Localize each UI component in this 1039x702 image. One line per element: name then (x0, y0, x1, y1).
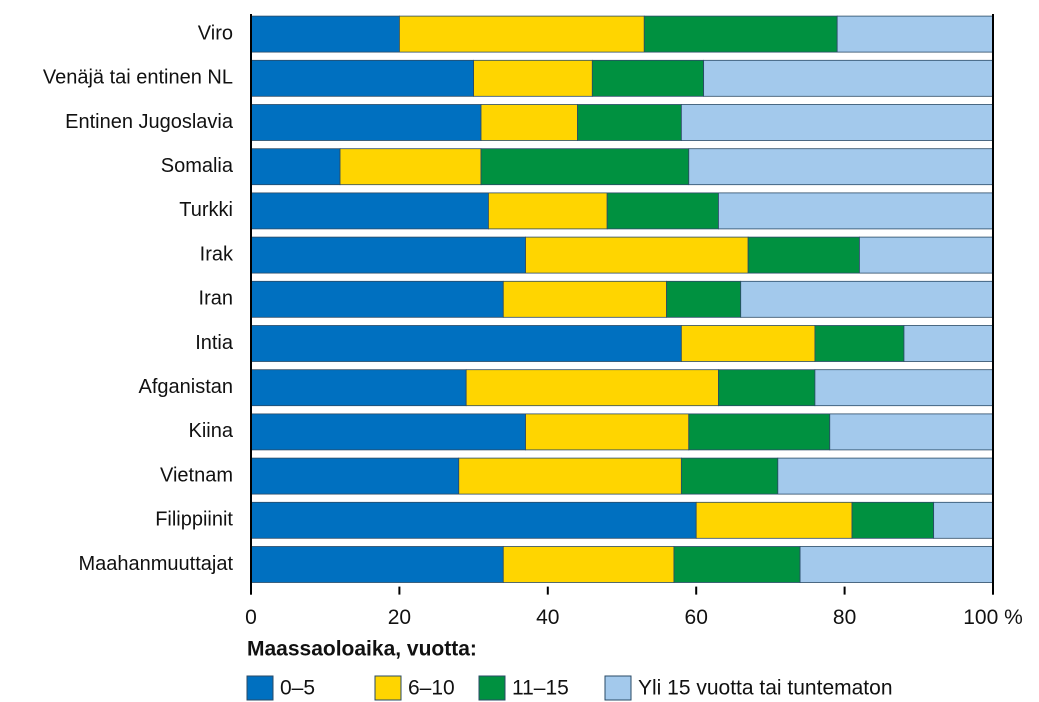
bar-segment (458, 457, 682, 495)
bar-segment (718, 192, 994, 230)
bar-segment (250, 369, 467, 407)
bar-segment (525, 236, 749, 274)
legend-swatch (604, 675, 632, 701)
x-tick-label: 100 % (963, 606, 1023, 629)
bar-segment (814, 325, 905, 362)
bar-segment (666, 280, 742, 318)
bar-segment (903, 325, 994, 362)
legend-swatch (478, 675, 506, 701)
bar-segment (250, 280, 504, 318)
x-tick-label: 60 (685, 606, 708, 629)
bar-segment (250, 104, 482, 141)
bar-segment (695, 501, 853, 539)
bar-segment (851, 501, 935, 539)
bar-segment (718, 369, 816, 407)
y-tick-label: Irak (200, 243, 234, 265)
x-tick-label: 0 (245, 606, 257, 629)
y-tick-label: Venäjä tai entinen NL (43, 67, 233, 89)
y-tick-label: Entinen Jugoslavia (65, 111, 234, 133)
bar-segment (859, 236, 994, 274)
bar-segment (502, 546, 675, 583)
bar-segment (777, 457, 994, 495)
bar-segment (250, 546, 504, 583)
bar-segment (680, 104, 994, 141)
bar-segment (680, 457, 779, 495)
bar-segment (577, 104, 682, 141)
bar-segment (740, 280, 994, 318)
y-tick-label: Turkki (179, 199, 233, 221)
bar-segment (688, 413, 831, 451)
bar-segment (591, 59, 705, 97)
bar-segment (480, 148, 690, 186)
y-tick-label: Kiina (189, 420, 234, 442)
bar-segment (799, 546, 994, 583)
bar-segment (703, 59, 994, 97)
bar-segment (606, 192, 719, 230)
bar-segment (747, 236, 860, 274)
legend-swatch (374, 675, 402, 701)
y-tick-label: Somalia (161, 155, 234, 177)
bar-segment (480, 104, 578, 141)
y-tick-label: Viro (198, 22, 233, 44)
legend-label: 6–10 (408, 677, 455, 700)
x-tick-label: 40 (536, 606, 559, 629)
legend-label: 0–5 (280, 677, 315, 700)
bar-segment (814, 369, 994, 407)
bar-segment (250, 413, 526, 451)
legend-swatch (246, 675, 274, 701)
bar-segment (933, 501, 994, 539)
bar-segment (643, 15, 838, 53)
bar-segment (250, 15, 400, 53)
bar-segment (688, 148, 994, 186)
legend-title: Maassaoloaika, vuotta: (247, 638, 477, 661)
bar-segment (673, 546, 801, 583)
bar-segment (680, 325, 816, 362)
bar-segment (398, 15, 645, 53)
bar-segment (250, 192, 489, 230)
bar-segment (836, 15, 994, 53)
y-tick-label: Filippiinit (155, 509, 233, 531)
y-tick-label: Vietnam (160, 464, 233, 486)
bar-segment (465, 369, 719, 407)
bar-segment (250, 457, 460, 495)
bar-segment (250, 325, 682, 362)
bar-segment (250, 148, 341, 186)
x-tick-label: 20 (388, 606, 411, 629)
legend-label: Yli 15 vuotta tai tuntematon (638, 677, 893, 700)
y-tick-label: Intia (195, 332, 234, 354)
y-tick-label: Iran (199, 288, 233, 310)
y-tick-label: Maahanmuuttajat (78, 553, 233, 575)
bar-segment (473, 59, 593, 97)
bar-segment (339, 148, 482, 186)
y-tick-label: Afganistan (138, 376, 233, 398)
bar-segment (250, 501, 697, 539)
x-tick-label: 80 (833, 606, 856, 629)
bar-segment (250, 236, 526, 274)
legend-label: 11–15 (512, 677, 569, 700)
bar-segment (488, 192, 608, 230)
bar-segment (829, 413, 994, 451)
bar-segment (502, 280, 667, 318)
bar-segment (250, 59, 475, 97)
bar-segment (525, 413, 690, 451)
